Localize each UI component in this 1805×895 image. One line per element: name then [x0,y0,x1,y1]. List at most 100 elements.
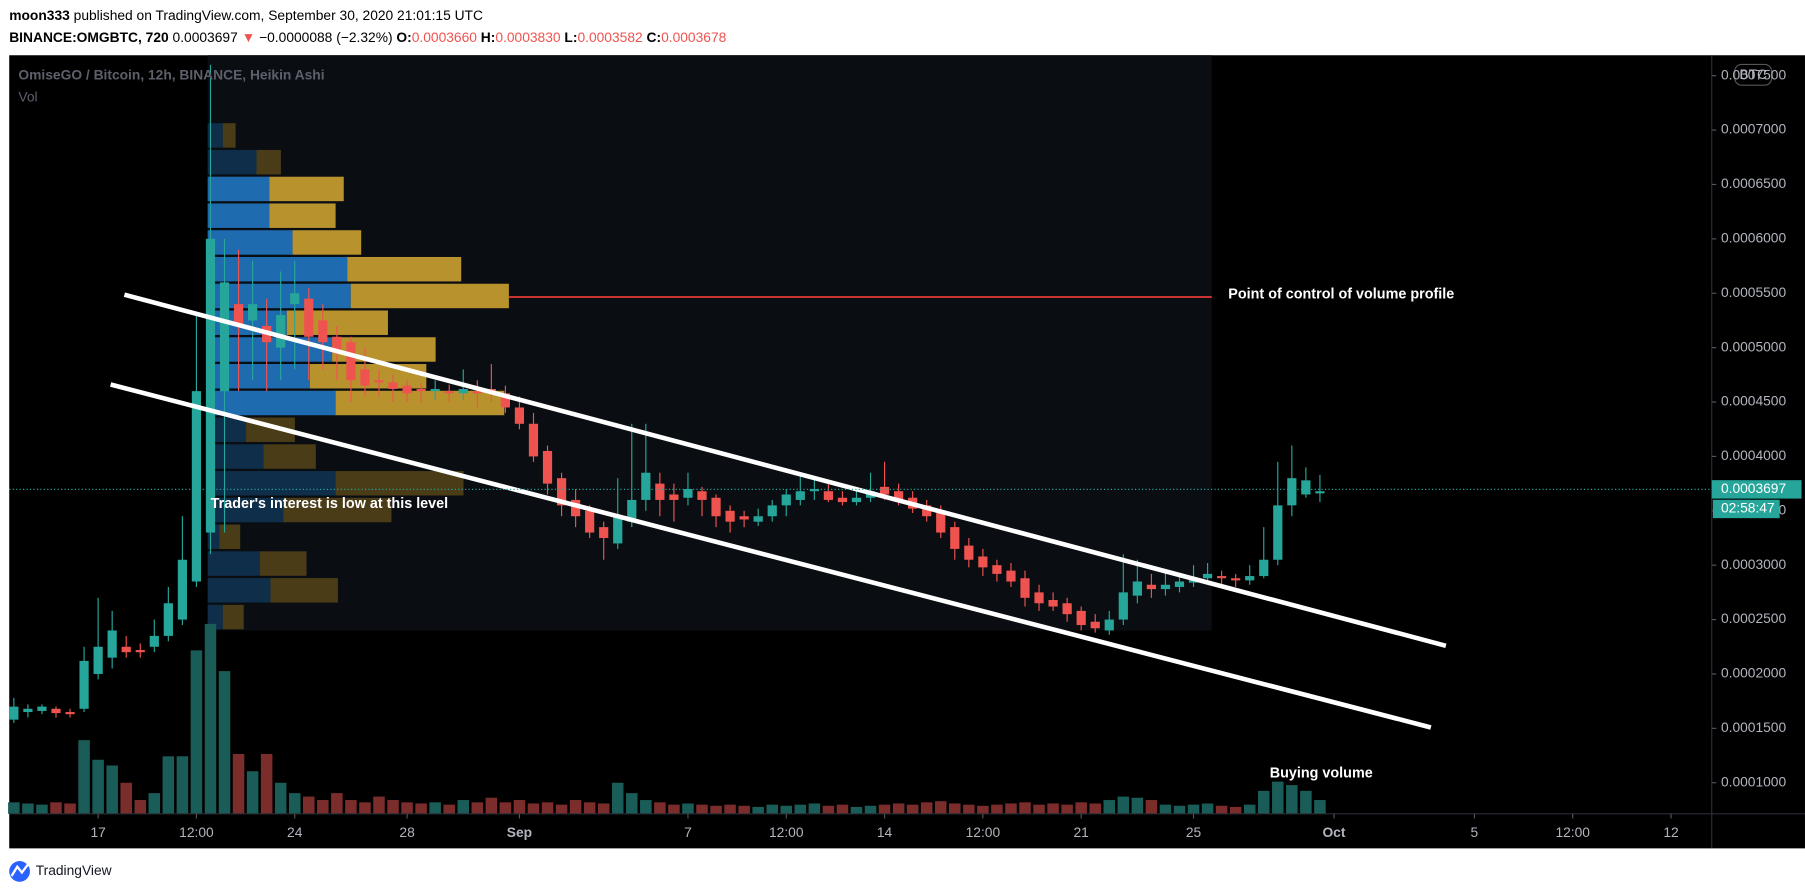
candle-body [23,708,33,713]
x-tick-label: 12:00 [966,824,1001,840]
profile-down [260,551,307,576]
candle-body [472,391,482,394]
volume-bar [991,804,1003,814]
profile-up [207,444,264,469]
volume-bar [1159,804,1172,814]
profile-up [207,524,220,550]
ohlc-value: 0.0003678 [661,29,727,45]
profile-up [207,497,284,523]
volume-bar [190,650,203,814]
profile-up [207,176,270,202]
currency: BTC [1739,66,1767,82]
volume-bar [78,740,90,814]
candle-body [739,516,749,520]
x-tick-label: 12:00 [1555,824,1590,840]
x-tick-label: Sep [507,824,532,840]
candle-body [374,380,384,383]
volume-bar [106,765,118,814]
candle-body [135,650,145,653]
candle-body [1146,584,1157,590]
volume-bar [359,802,371,814]
volume-bar [120,782,132,814]
volume-bar [260,753,273,814]
ohlc-key: H: [481,29,496,45]
y-tick-label: 0.0001500 [1721,719,1787,735]
volume-bar [1286,785,1298,814]
profile-down [292,230,362,255]
candle-body [444,391,454,394]
volume-bar [963,804,975,814]
volume-bar [1061,804,1073,814]
candle-body [1104,619,1114,631]
candle-body [1231,578,1241,581]
volume-bar [176,756,189,814]
volume-bar [64,803,76,814]
volume-bar [331,793,343,814]
volume-bar [878,804,891,814]
volume-bar [1215,805,1228,814]
volume-bar [1103,800,1116,814]
candle-body [753,516,763,522]
candle-body [542,450,553,484]
volume-bar [1201,803,1214,814]
candle-body [1259,559,1269,577]
candle-body [79,660,89,709]
volume-bar [499,802,512,814]
candle-body [613,516,623,544]
candle-body [767,505,777,517]
profile-down [270,578,338,603]
volume-bar [471,802,484,814]
profile-up [207,256,348,282]
candle-body [1076,610,1086,626]
candle-body [9,706,19,720]
volume-bar [836,804,849,814]
volume-bar [1272,781,1284,814]
candle-body [51,708,61,714]
volume-bar [415,803,427,814]
x-tick-label: 17 [90,824,105,840]
volume-bar [401,802,413,814]
candle-body [992,565,1002,574]
brand-logo [9,861,30,882]
candle-body [458,388,468,394]
candle-body [795,491,805,500]
volume-bar [345,800,357,814]
candle-body [894,491,904,500]
profile-down [219,524,241,550]
candle-body [1315,491,1325,494]
candle-body [388,382,398,389]
y-tick-label: 0.0003000 [1721,556,1787,572]
trend-line [123,292,1447,649]
symbol-line: BINANCE:OMGBTC, 720 0.0003697 ▼ −0.00000… [9,29,726,45]
candle-body [781,494,791,506]
trend-line [110,382,1432,730]
candle-body [37,706,47,711]
volume-bar [1145,800,1158,814]
volume-bar [92,759,104,814]
countdown-box [1712,499,1780,519]
candle-body [1132,581,1142,596]
y-tick-label: 0.0001000 [1721,773,1787,789]
candle-body [1301,480,1311,495]
change: −0.0000088 (−2.32%) [259,29,392,45]
volume-bar [1089,803,1101,814]
profile-down [350,283,509,309]
ohlc-key: O: [396,29,411,45]
volume-bar [555,804,568,814]
volume-bar [232,753,245,814]
volume-bar [1005,803,1017,814]
candle-body [346,342,356,381]
candle-body [276,315,286,348]
ohlc-value: 0.0003582 [577,29,642,45]
candle-body [1020,578,1030,598]
ohlc-key: L: [564,29,577,45]
x-tick-label: Oct [1322,824,1345,840]
candle-body [936,512,946,533]
profile-down [335,471,464,496]
volume-bar [626,793,638,814]
author: moon333 [9,7,70,23]
volume-bar [738,805,750,814]
volume-bar [920,802,933,814]
candle-body [851,497,862,503]
